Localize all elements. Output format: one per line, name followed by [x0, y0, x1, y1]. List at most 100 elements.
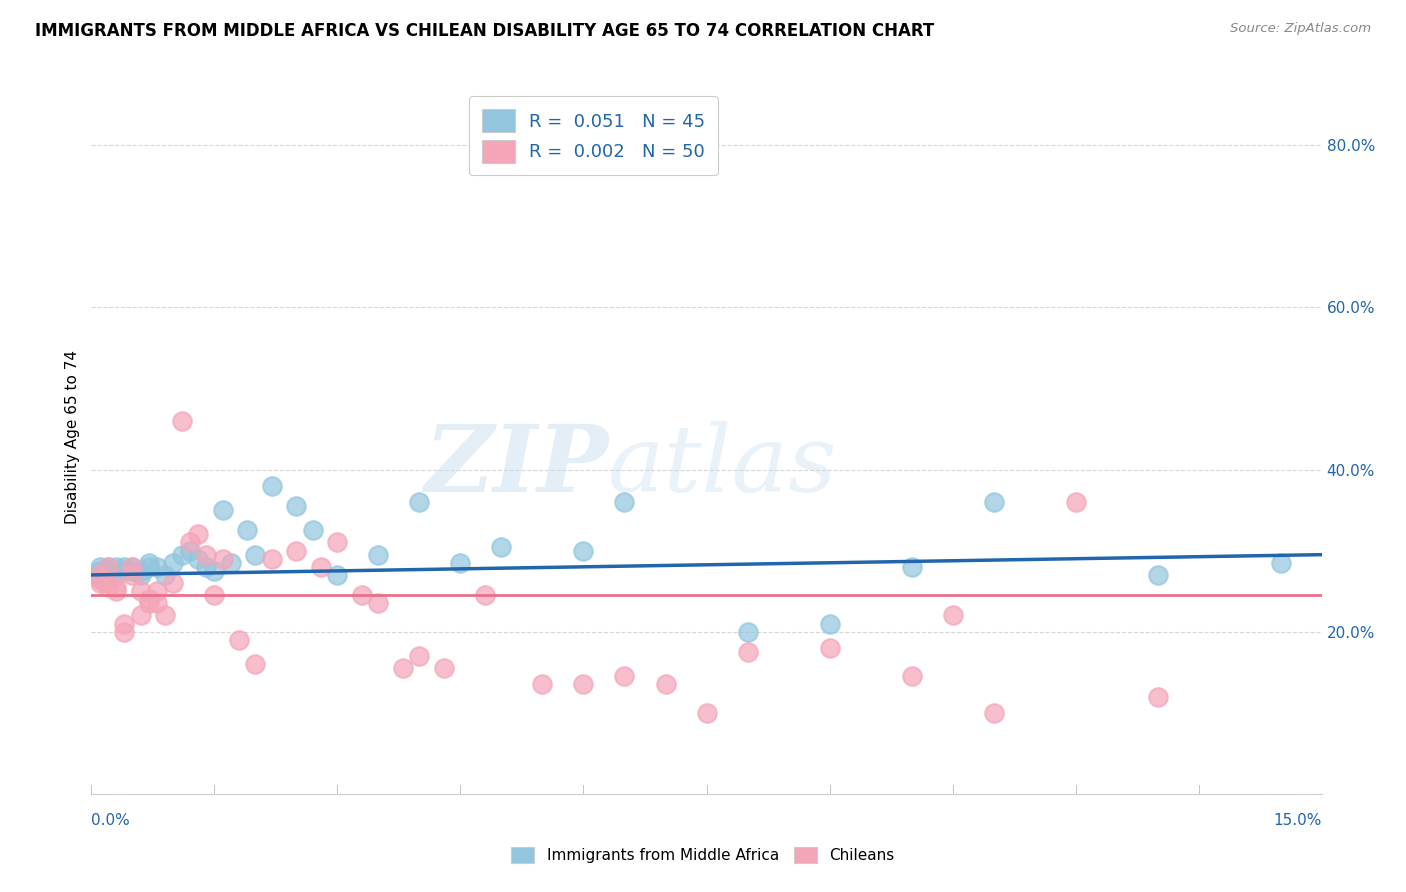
Point	[97, 568, 120, 582]
Point	[138, 592, 160, 607]
Point	[112, 624, 135, 639]
Point	[138, 556, 160, 570]
Point	[818, 640, 841, 655]
Legend: Immigrants from Middle Africa, Chileans: Immigrants from Middle Africa, Chileans	[503, 839, 903, 871]
Point	[121, 564, 143, 578]
Point	[531, 677, 554, 691]
Point	[105, 559, 127, 574]
Point	[179, 543, 201, 558]
Point	[89, 568, 111, 582]
Point	[1064, 495, 1087, 509]
Point	[187, 551, 209, 566]
Point	[211, 503, 233, 517]
Point	[245, 548, 267, 562]
Point	[195, 559, 218, 574]
Point	[195, 548, 218, 562]
Point	[1146, 690, 1168, 704]
Point	[900, 669, 922, 683]
Point	[146, 596, 169, 610]
Text: atlas: atlas	[607, 421, 838, 510]
Point	[236, 524, 259, 538]
Text: 15.0%: 15.0%	[1274, 814, 1322, 828]
Point	[202, 588, 225, 602]
Point	[97, 559, 120, 574]
Point	[408, 648, 430, 663]
Point	[121, 559, 143, 574]
Y-axis label: Disability Age 65 to 74: Disability Age 65 to 74	[65, 350, 80, 524]
Point	[309, 559, 332, 574]
Point	[162, 576, 184, 591]
Point	[97, 559, 120, 574]
Point	[211, 551, 233, 566]
Point	[572, 677, 595, 691]
Point	[572, 543, 595, 558]
Point	[89, 568, 111, 582]
Point	[121, 559, 143, 574]
Point	[260, 551, 283, 566]
Point	[942, 608, 965, 623]
Point	[1146, 568, 1168, 582]
Point	[1270, 556, 1292, 570]
Point	[613, 669, 636, 683]
Point	[112, 616, 135, 631]
Point	[228, 632, 250, 647]
Point	[392, 661, 415, 675]
Point	[474, 588, 496, 602]
Point	[112, 564, 135, 578]
Point	[146, 559, 169, 574]
Point	[202, 564, 225, 578]
Point	[449, 556, 471, 570]
Point	[187, 527, 209, 541]
Point	[352, 588, 374, 602]
Point	[89, 576, 111, 591]
Point	[153, 568, 177, 582]
Point	[491, 540, 513, 554]
Point	[367, 596, 389, 610]
Point	[112, 559, 135, 574]
Text: IMMIGRANTS FROM MIDDLE AFRICA VS CHILEAN DISABILITY AGE 65 TO 74 CORRELATION CHA: IMMIGRANTS FROM MIDDLE AFRICA VS CHILEAN…	[35, 22, 935, 40]
Point	[983, 706, 1005, 720]
Point	[900, 559, 922, 574]
Point	[301, 524, 323, 538]
Point	[121, 568, 143, 582]
Point	[170, 548, 193, 562]
Point	[179, 535, 201, 549]
Point	[138, 559, 160, 574]
Point	[97, 576, 120, 591]
Point	[89, 564, 111, 578]
Point	[129, 564, 152, 578]
Point	[433, 661, 456, 675]
Point	[367, 548, 389, 562]
Point	[737, 624, 759, 639]
Point	[129, 584, 152, 599]
Text: 0.0%: 0.0%	[91, 814, 131, 828]
Point	[129, 608, 152, 623]
Point	[153, 608, 177, 623]
Point	[983, 495, 1005, 509]
Point	[89, 559, 111, 574]
Point	[97, 580, 120, 594]
Point	[285, 499, 308, 513]
Point	[146, 584, 169, 599]
Point	[105, 584, 127, 599]
Point	[326, 535, 349, 549]
Point	[695, 706, 717, 720]
Point	[89, 572, 111, 586]
Point	[326, 568, 349, 582]
Point	[97, 564, 120, 578]
Point	[89, 572, 111, 586]
Text: Source: ZipAtlas.com: Source: ZipAtlas.com	[1230, 22, 1371, 36]
Point	[260, 479, 283, 493]
Point	[105, 568, 127, 582]
Point	[138, 596, 160, 610]
Point	[818, 616, 841, 631]
Point	[105, 580, 127, 594]
Legend: R =  0.051   N = 45, R =  0.002   N = 50: R = 0.051 N = 45, R = 0.002 N = 50	[470, 96, 718, 176]
Point	[245, 657, 267, 672]
Point	[162, 556, 184, 570]
Point	[170, 414, 193, 428]
Point	[613, 495, 636, 509]
Point	[654, 677, 676, 691]
Point	[737, 645, 759, 659]
Point	[219, 556, 242, 570]
